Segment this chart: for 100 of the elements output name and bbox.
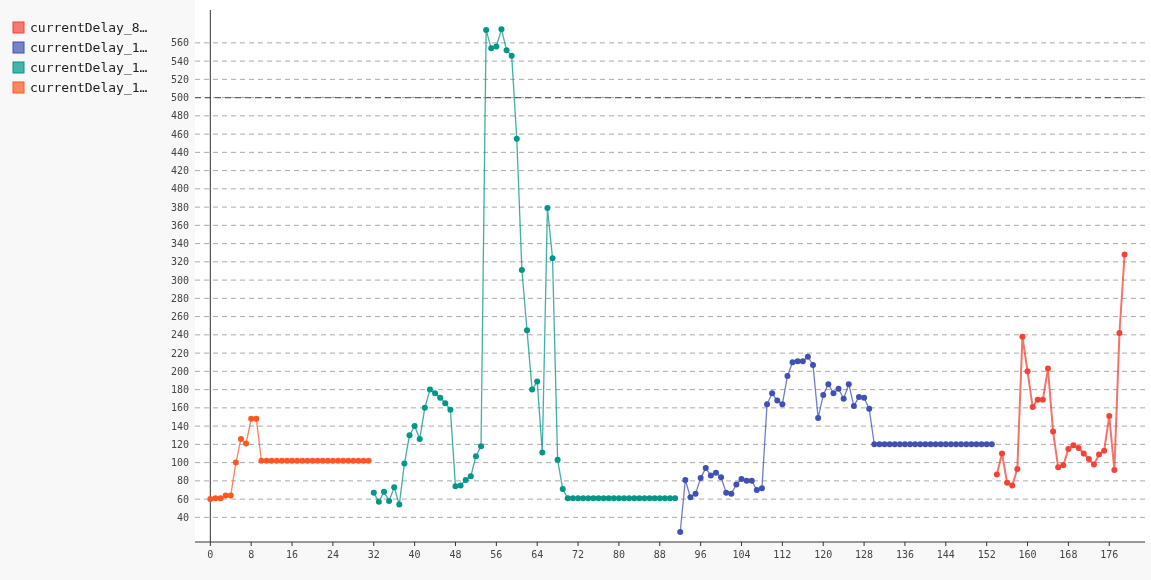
point: [1080, 450, 1087, 457]
legend-label: currentDelay_8…: [30, 20, 148, 35]
point: [1060, 462, 1067, 469]
point: [1111, 466, 1118, 473]
x-tick-label: 0: [207, 549, 214, 560]
point: [1029, 403, 1036, 410]
x-tick-label: 104: [732, 549, 751, 560]
x-tick-label: 16: [286, 549, 299, 560]
y-tick-label: 140: [170, 420, 189, 432]
point: [1024, 368, 1031, 375]
point: [513, 135, 520, 142]
point: [1070, 442, 1077, 449]
point: [1101, 447, 1108, 454]
point: [534, 378, 541, 385]
point: [549, 255, 556, 262]
point: [437, 394, 444, 401]
point: [232, 459, 239, 466]
point: [1106, 413, 1113, 420]
y-tick-label: 300: [170, 274, 189, 286]
point: [222, 492, 229, 499]
point: [472, 453, 479, 460]
x-tick-label: 176: [1100, 549, 1119, 560]
point: [483, 27, 490, 34]
point: [1055, 464, 1062, 471]
legend-label: currentDelay_1…: [30, 60, 148, 75]
point: [329, 457, 336, 464]
point: [1116, 330, 1123, 337]
x-tick-label: 8: [248, 549, 255, 560]
point: [503, 47, 510, 54]
point: [416, 435, 423, 442]
point: [529, 386, 536, 393]
point: [646, 495, 653, 502]
y-tick-label: 240: [170, 329, 189, 341]
point: [585, 495, 592, 502]
point: [1096, 451, 1103, 458]
point: [467, 473, 474, 480]
point: [518, 267, 525, 274]
x-tick-label: 40: [408, 549, 421, 560]
y-tick-label: 420: [170, 165, 189, 177]
point: [661, 495, 668, 502]
point: [1075, 445, 1082, 452]
point: [273, 457, 280, 464]
point: [559, 486, 566, 493]
point: [1065, 445, 1072, 452]
point: [631, 495, 638, 502]
point: [253, 415, 260, 422]
y-tick-label: 560: [170, 37, 189, 49]
point: [217, 495, 224, 502]
point: [294, 457, 301, 464]
point: [340, 457, 347, 464]
point: [350, 457, 357, 464]
point: [626, 495, 633, 502]
y-tick-label: 100: [170, 457, 189, 469]
point: [595, 495, 602, 502]
x-tick-label: 56: [490, 549, 503, 560]
point: [263, 457, 270, 464]
x-tick-label: 80: [612, 549, 625, 560]
point: [309, 457, 316, 464]
y-tick-label: 360: [170, 219, 189, 231]
point: [605, 495, 612, 502]
point: [314, 457, 321, 464]
y-tick-label: 160: [170, 402, 189, 414]
point: [641, 495, 648, 502]
y-tick-label: 120: [170, 438, 189, 450]
point: [365, 457, 372, 464]
point: [498, 26, 505, 33]
point: [1034, 396, 1041, 403]
point: [212, 495, 219, 502]
point: [289, 457, 296, 464]
point: [304, 457, 311, 464]
point: [278, 457, 285, 464]
x-tick-label: 72: [572, 549, 585, 560]
point: [237, 435, 244, 442]
y-tick-label: 60: [176, 493, 189, 505]
x-tick-label: 48: [449, 549, 462, 560]
x-tick-label: 152: [977, 549, 996, 560]
x-tick-label: 160: [1018, 549, 1037, 560]
y-tick-label: 180: [170, 384, 189, 396]
legend-label: currentDelay_1…: [30, 40, 148, 55]
x-tick-label: 128: [855, 549, 874, 560]
point: [283, 457, 290, 464]
point: [1009, 482, 1016, 489]
point: [488, 45, 495, 52]
point: [421, 404, 428, 411]
point: [1004, 479, 1011, 486]
point: [1090, 461, 1097, 468]
point: [335, 457, 342, 464]
point: [610, 495, 617, 502]
point: [998, 450, 1005, 457]
point: [411, 423, 418, 430]
point: [508, 52, 515, 59]
point: [575, 495, 582, 502]
point: [258, 457, 265, 464]
point: [227, 492, 234, 499]
point: [544, 205, 551, 212]
point: [452, 483, 459, 490]
point: [319, 457, 326, 464]
point: [324, 457, 331, 464]
point: [462, 476, 469, 483]
point: [355, 457, 362, 464]
